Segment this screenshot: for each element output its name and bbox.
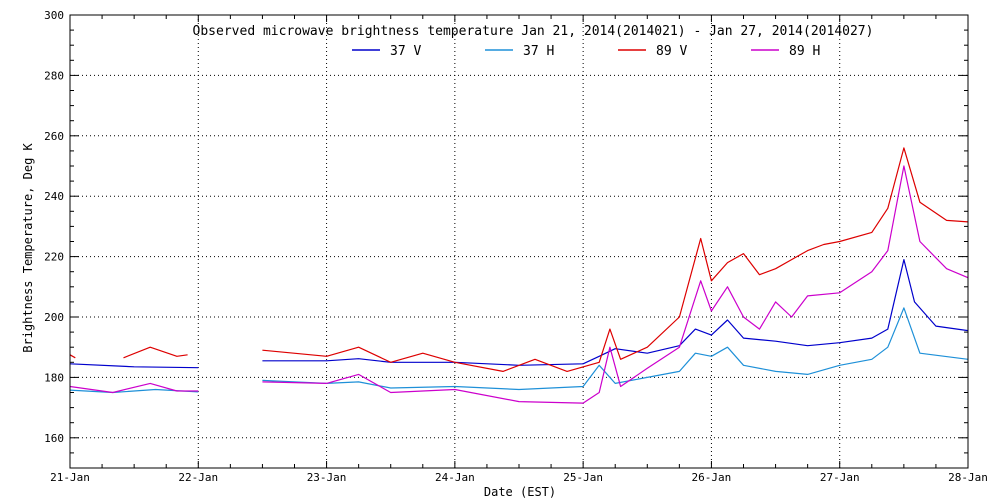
legend-label-89-v: 89 V (656, 44, 687, 59)
legend-label-37-h: 37 H (523, 44, 554, 59)
legend-label-37-v: 37 V (390, 44, 421, 59)
x-tick-label: 23-Jan (307, 471, 347, 484)
series-layer (69, 147, 969, 404)
y-tick-label: 220 (44, 251, 64, 264)
y-tick-label: 280 (44, 69, 64, 82)
series-line-89-v (123, 346, 188, 359)
x-tick-label: 28-Jan (948, 471, 988, 484)
y-axis-title: Brightness Temperature, Deg K (21, 142, 35, 352)
x-tick-label: 25-Jan (563, 471, 603, 484)
series-89-h (69, 165, 969, 404)
x-tick-label: 26-Jan (692, 471, 732, 484)
x-axis-title: Date (EST) (484, 485, 556, 499)
chart-title: Observed microwave brightness temperatur… (193, 24, 874, 39)
grid-lines (70, 15, 968, 468)
series-line-37-v (69, 363, 199, 369)
y-tick-label: 300 (44, 9, 64, 22)
y-tick-label: 240 (44, 190, 64, 203)
x-tick-label: 27-Jan (820, 471, 860, 484)
legend-label-89-h: 89 H (789, 44, 820, 59)
series-line-89-h (69, 382, 199, 394)
axis-ticks: 21-Jan 22-Jan 23-Jan 24-Jan 25-Jan 26-Jan 27-J… (44, 9, 988, 484)
x-tick-label: 24-Jan (435, 471, 475, 484)
legend: 37 V 37 H 89 V 89 H (352, 44, 820, 59)
y-tick-label: 180 (44, 371, 64, 384)
x-tick-label: 21-Jan (50, 471, 90, 484)
x-tick-label: 22-Jan (178, 471, 218, 484)
series-line-37-h (262, 307, 969, 391)
series-37-v (69, 259, 969, 369)
y-tick-label: 160 (44, 432, 64, 445)
series-line-89-v (262, 147, 969, 372)
y-tick-label: 200 (44, 311, 64, 324)
series-line-37-v (262, 259, 969, 366)
series-89-v (69, 147, 969, 372)
series-line-89-h (262, 165, 969, 404)
series-line-89-v (69, 354, 76, 359)
y-tick-label: 260 (44, 130, 64, 143)
